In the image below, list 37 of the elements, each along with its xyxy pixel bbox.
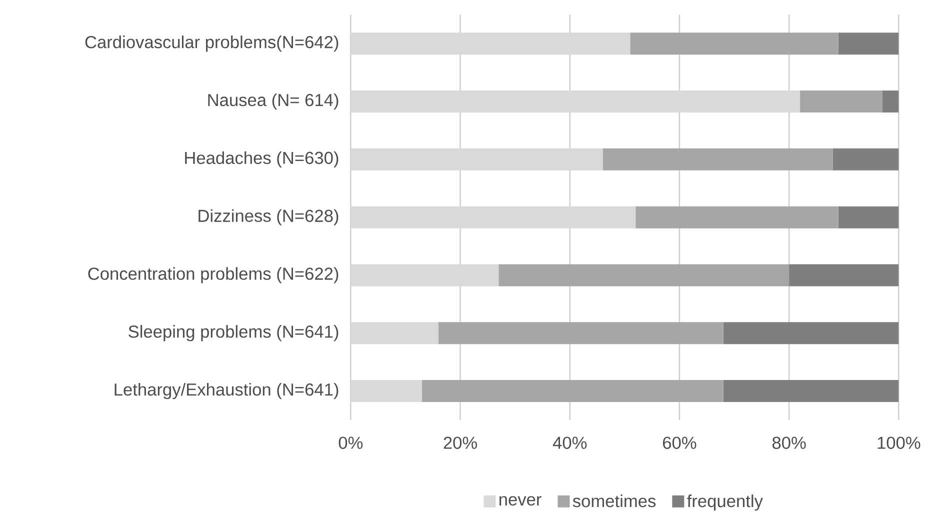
- x-tick-label: 20%: [444, 436, 478, 449]
- bar: [350, 264, 499, 286]
- bar: [602, 148, 833, 170]
- y-tick-label: Sleeping problems (N=641): [128, 325, 338, 342]
- bar: [838, 32, 899, 55]
- bar: [882, 90, 899, 113]
- bar: [350, 32, 630, 55]
- x-tick-label: 0%: [338, 436, 363, 449]
- bar: [350, 206, 636, 228]
- bar: [636, 206, 838, 228]
- x-tick-label: 40%: [552, 436, 587, 449]
- bar: [630, 32, 838, 55]
- bar: [438, 322, 724, 344]
- bar: [350, 90, 800, 113]
- bar: [832, 148, 899, 170]
- y-tick-label: Nausea (N= 614): [208, 93, 338, 110]
- bar: [800, 90, 882, 113]
- bar: [838, 206, 899, 228]
- bar: [723, 322, 899, 344]
- y-tick-label: Dizziness (N=628): [198, 209, 338, 226]
- bar: [789, 264, 899, 286]
- bar: [350, 148, 603, 170]
- bar: [498, 264, 790, 286]
- bar: [350, 380, 422, 402]
- y-tick-label: Concentration problems (N=622): [88, 267, 338, 284]
- x-tick-label: 80%: [772, 436, 806, 449]
- legend-label: frequently: [687, 494, 763, 511]
- bar: [723, 380, 899, 402]
- y-tick-label: Cardiovascular problems(N=642): [85, 36, 338, 52]
- y-tick-label: Lethargy/Exhaustion (N=641): [114, 382, 338, 400]
- legend-label: sometimes: [572, 494, 656, 508]
- legend-label: never: [500, 496, 542, 506]
- bar: [422, 380, 724, 402]
- bar: [350, 322, 438, 344]
- x-tick-label: 100%: [878, 436, 920, 449]
- x-tick-label: 60%: [663, 436, 696, 449]
- y-tick-label: Headaches (N=630): [185, 151, 338, 168]
